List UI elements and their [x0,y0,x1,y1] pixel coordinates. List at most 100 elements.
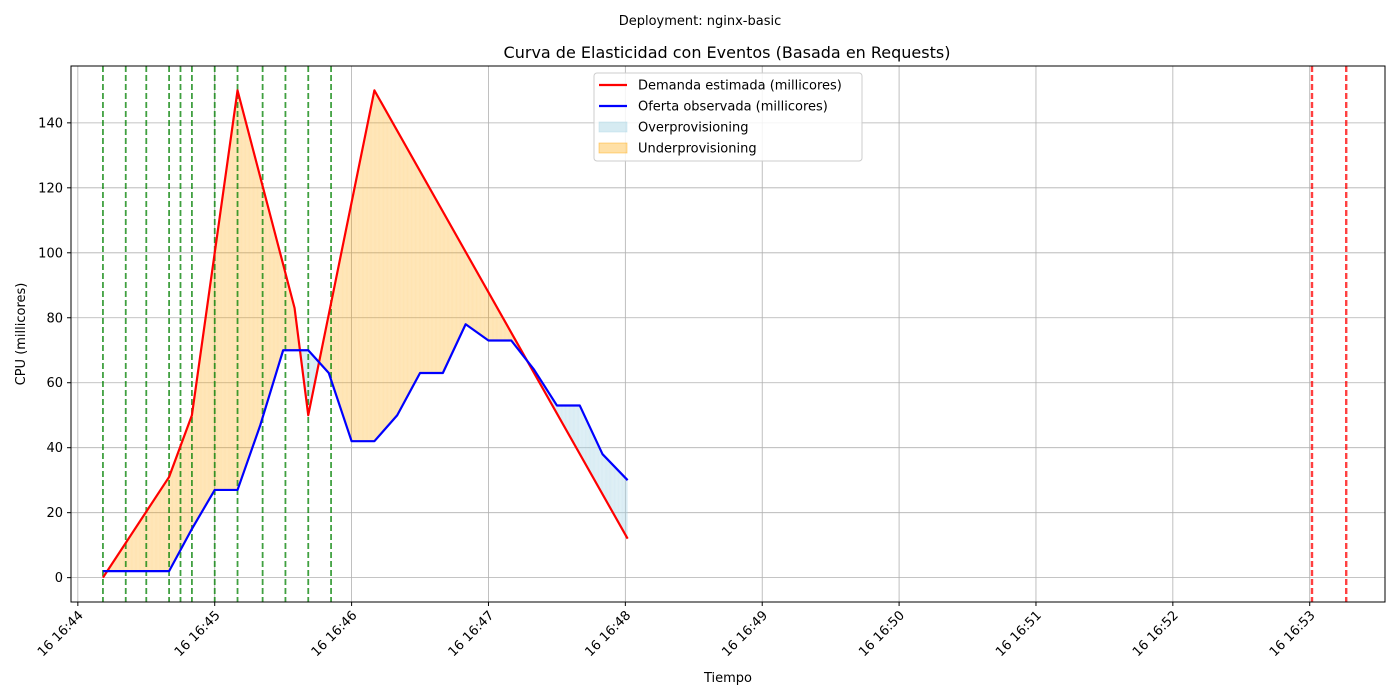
underprovisioning-area [215,240,217,490]
underprovisioning-area [451,227,453,354]
underprovisioning-area [405,145,407,400]
underprovisioning-area [198,366,199,519]
underprovisioning-area [195,386,196,524]
underprovisioning-area [428,186,430,373]
underprovisioning-area [217,228,219,490]
underprovisioning-area [395,127,397,418]
underprovisioning-area [478,275,480,334]
underprovisioning-area [247,127,248,463]
underprovisioning-area [499,311,500,341]
underprovisioning-area [174,459,176,561]
underprovisioning-area [491,297,492,341]
underprovisioning-area [190,418,191,533]
underprovisioning-area [118,552,120,572]
underprovisioning-area [340,255,341,409]
underprovisioning-area [278,244,279,368]
underprovisioning-area [365,129,367,442]
underprovisioning-area [137,523,139,572]
underprovisioning-area [370,107,371,442]
underprovisioning-area [359,160,361,442]
overprovisioning-area [600,449,601,492]
underprovisioning-area [333,289,334,389]
underprovisioning-area [365,132,366,442]
overprovisioning-area [614,466,616,517]
underprovisioning-area [457,237,459,342]
y-tick-label: 80 [46,311,63,326]
underprovisioning-area [140,520,141,572]
underprovisioning-area [182,439,183,547]
underprovisioning-area [439,206,441,373]
underprovisioning-area [418,169,420,376]
underprovisioning-area [189,421,190,535]
underprovisioning-area [122,547,123,572]
event-lines-layer [102,66,1348,602]
underprovisioning-area [128,538,129,572]
underprovisioning-area [206,309,207,505]
overprovisioning-area [596,442,598,486]
underprovisioning-area [447,219,448,364]
underprovisioning-area [256,162,257,437]
underprovisioning-area [382,104,383,433]
underprovisioning-area [482,282,484,337]
x-tick-label: 16 16:53 [1267,608,1319,660]
underprovisioning-area [114,558,116,572]
underprovisioning-area [471,262,472,329]
underprovisioning-area [506,324,508,341]
underprovisioning-area [432,193,434,373]
overprovisioning-area [565,405,567,430]
underprovisioning-area [385,110,387,429]
underprovisioning-area [413,160,415,385]
underprovisioning-area [249,136,251,456]
underprovisioning-area [186,429,187,540]
underprovisioning-area [340,252,342,411]
underprovisioning-area [187,424,189,537]
underprovisioning-area [213,260,214,493]
underprovisioning-area [273,227,275,382]
underprovisioning-area [363,140,365,442]
underprovisioning-area [407,148,409,397]
overprovisioning-area [608,460,609,506]
underprovisioning-area [148,507,150,572]
underprovisioning-area [271,218,272,390]
underprovisioning-area [219,212,221,490]
demand-line [102,89,629,579]
underprovisioning-area [187,426,188,538]
underprovisioning-area [369,109,371,442]
underprovisioning-area [348,216,349,433]
underprovisioning-area [344,235,345,421]
underprovisioning-area [258,168,259,432]
overprovisioning-area [311,353,312,402]
underprovisioning-area [242,109,244,476]
underprovisioning-area [162,486,163,572]
underprovisioning-area [250,140,252,453]
underprovisioning-area [490,295,491,341]
underprovisioning-area [377,95,378,438]
underprovisioning-area [430,189,431,373]
underprovisioning-area [226,163,228,490]
underprovisioning-area [332,291,334,387]
underprovisioning-area [502,316,503,341]
underprovisioning-area [338,263,340,404]
underprovisioning-area [241,105,243,479]
underprovisioning-area [327,317,329,373]
overprovisioning-area [559,405,561,420]
underprovisioning-area [267,203,268,403]
underprovisioning-area [154,498,155,572]
underprovisioning-area [443,213,445,371]
underprovisioning-area [201,346,202,514]
underprovisioning-area [209,289,210,500]
underprovisioning-area [129,536,130,572]
underprovisioning-area [154,497,156,572]
underprovisioning-area [246,125,248,464]
underprovisioning-area [460,242,462,336]
underprovisioning-area [153,500,154,572]
underprovisioning-area [507,326,509,341]
underprovisioning-area [479,277,481,335]
underprovisioning-area [203,329,204,510]
underprovisioning-area [144,514,145,572]
underprovisioning-area [499,312,501,341]
underprovisioning-area [335,280,336,394]
underprovisioning-area [503,318,504,341]
underprovisioning-area [479,276,480,335]
overprovisioning-area [563,405,565,427]
